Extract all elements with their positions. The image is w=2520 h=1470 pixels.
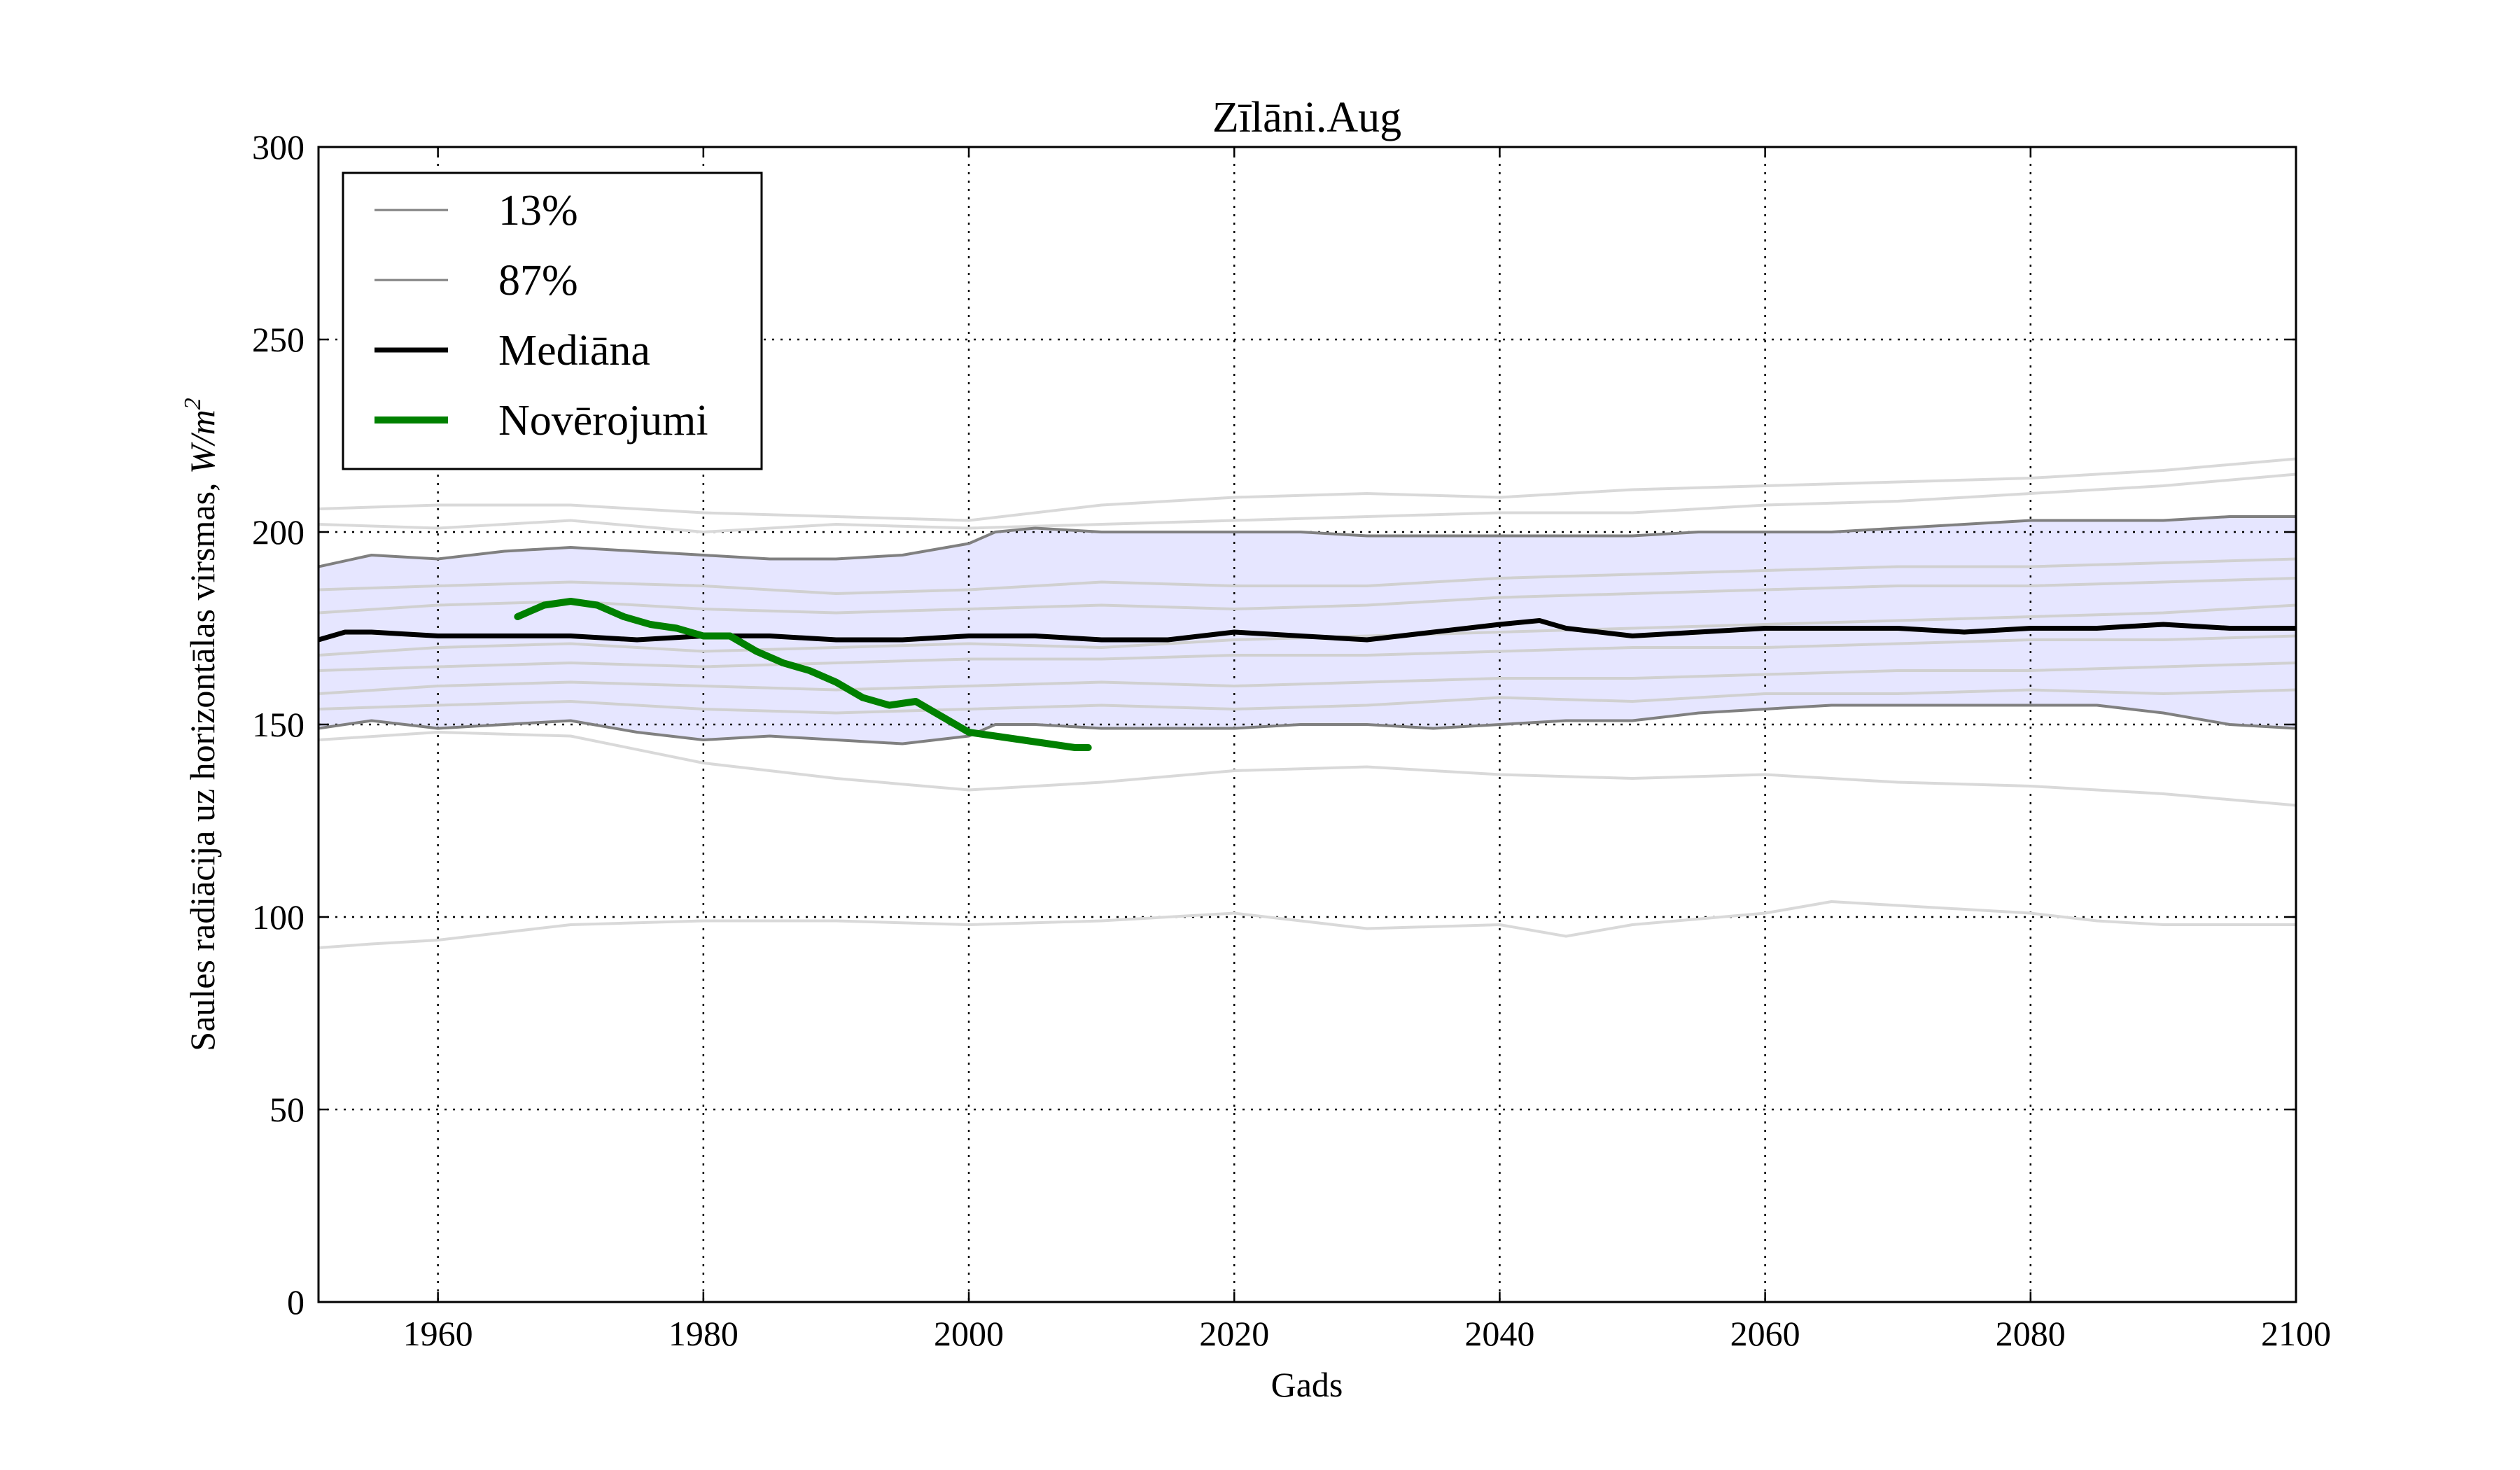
y-axis-label: Saules radiācija uz horizontālas virsmas…: [180, 398, 222, 1051]
ensemble-member-line: [318, 577, 2296, 615]
chart-title: Zīlāni.Aug: [1212, 94, 1401, 141]
ensemble-member-line: [318, 457, 2296, 522]
y-tick-label: 250: [252, 320, 304, 359]
series-87pct-line: [318, 515, 2296, 568]
y-axis-label-unit: W/m: [183, 410, 222, 474]
ensemble-member-line: [318, 731, 2296, 807]
ensemble-member-line: [318, 472, 2296, 533]
series-observations-line: [514, 598, 1092, 751]
legend-label: 13%: [498, 187, 578, 234]
series-median-line: [318, 618, 2296, 643]
ensemble-member-line: [318, 900, 2296, 949]
y-tick-label: 150: [252, 705, 304, 744]
x-tick-label: 2080: [1996, 1314, 2066, 1353]
x-axis-label: Gads: [1271, 1365, 1343, 1404]
legend-label: Novērojumi: [498, 397, 708, 444]
y-tick-label: 50: [270, 1090, 304, 1129]
ensemble-member-line: [318, 688, 2296, 715]
x-tick-label: 1980: [668, 1314, 738, 1353]
series-13pct-line: [318, 704, 2296, 746]
x-tick-label: 2040: [1464, 1314, 1534, 1353]
x-tick-label: 2060: [1730, 1314, 1800, 1353]
uncertainty-band: [318, 517, 2296, 744]
legend: 13% 87% Mediāna Novērojumi: [342, 172, 763, 470]
ensemble-member-line: [318, 634, 2296, 672]
y-axis-label-unit-exponent: 2: [180, 398, 206, 410]
legend-label: Mediāna: [498, 327, 650, 374]
x-tick-label: 2020: [1199, 1314, 1269, 1353]
y-tick-label: 200: [252, 512, 304, 552]
x-tick-label: 2000: [934, 1314, 1004, 1353]
ensemble-member-line: [318, 557, 2296, 595]
x-tick-label: 2100: [2261, 1314, 2331, 1353]
x-tick-label: 1960: [403, 1314, 473, 1353]
ensemble-member-line: [318, 662, 2296, 695]
legend-label: 87%: [498, 257, 578, 304]
y-tick-label: 0: [287, 1282, 304, 1322]
y-tick-label: 300: [252, 127, 304, 167]
y-axis-label-text: Saules radiācija uz horizontālas virsmas…: [183, 474, 222, 1051]
y-tick-label: 100: [252, 897, 304, 937]
